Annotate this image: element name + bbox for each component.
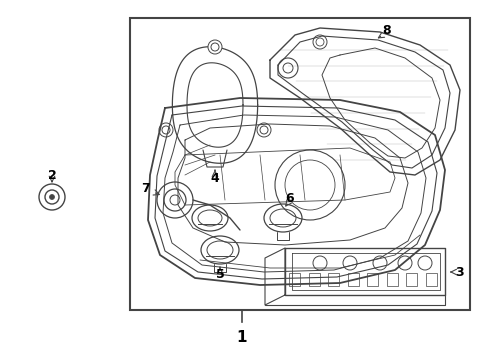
Text: 3: 3: [455, 266, 463, 278]
Bar: [328, 273, 338, 286]
Text: 6: 6: [285, 191, 294, 205]
Text: 7: 7: [140, 181, 149, 195]
Text: 8: 8: [382, 24, 391, 36]
Bar: [347, 273, 358, 286]
Bar: [406, 273, 417, 286]
Bar: [308, 273, 319, 286]
Text: 2: 2: [47, 169, 56, 181]
Bar: [425, 273, 436, 286]
Bar: [288, 273, 300, 286]
Text: 5: 5: [215, 268, 224, 282]
Text: 4: 4: [210, 171, 219, 185]
Circle shape: [257, 123, 271, 137]
Circle shape: [208, 40, 222, 54]
Text: 1: 1: [236, 330, 247, 345]
Circle shape: [159, 123, 173, 137]
Bar: [130, 18, 469, 310]
Circle shape: [49, 195, 54, 200]
Bar: [386, 273, 397, 286]
Bar: [366, 273, 378, 286]
